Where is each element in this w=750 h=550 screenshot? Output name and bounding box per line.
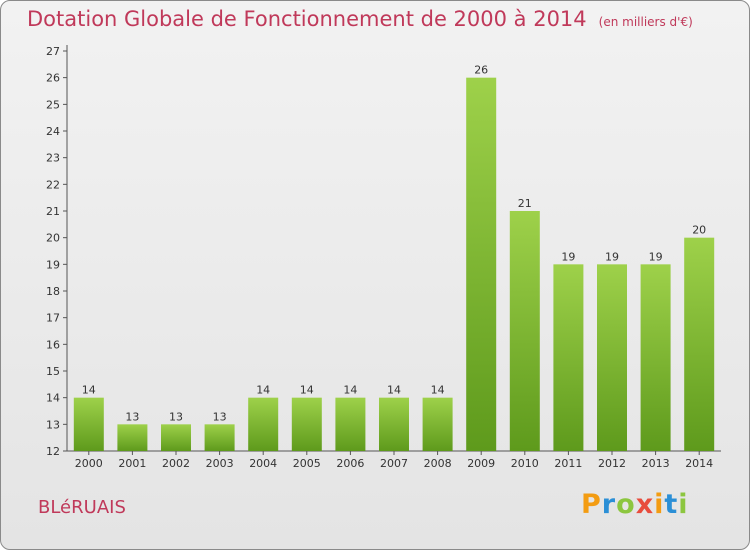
y-tick-label: 15 bbox=[46, 365, 60, 378]
data-label: 19 bbox=[649, 250, 663, 263]
data-label: 14 bbox=[387, 384, 401, 397]
data-label: 19 bbox=[605, 250, 619, 263]
bar bbox=[161, 424, 191, 451]
chart-title-text: Dotation Globale de Fonctionnement de 20… bbox=[27, 7, 587, 31]
bar bbox=[248, 397, 279, 451]
x-tick-label: 2002 bbox=[162, 457, 190, 470]
x-tick-label: 2008 bbox=[424, 457, 452, 470]
bar bbox=[597, 264, 627, 451]
bar bbox=[204, 424, 235, 451]
x-tick-label: 2004 bbox=[249, 457, 277, 470]
bar bbox=[291, 397, 322, 451]
y-tick-label: 24 bbox=[46, 125, 60, 138]
data-label: 14 bbox=[300, 384, 314, 397]
y-tick-label: 13 bbox=[46, 418, 60, 431]
data-label: 19 bbox=[561, 250, 575, 263]
bar bbox=[684, 237, 715, 451]
chart-unit-label: (en milliers d'€) bbox=[598, 15, 693, 29]
data-label: 14 bbox=[431, 384, 445, 397]
y-tick-label: 26 bbox=[46, 72, 60, 85]
logo-letter: r bbox=[601, 489, 617, 520]
y-tick-label: 20 bbox=[46, 232, 60, 245]
y-tick-label: 17 bbox=[46, 312, 60, 325]
bar bbox=[640, 264, 671, 451]
data-label: 14 bbox=[343, 384, 357, 397]
logo-letter: P bbox=[581, 489, 602, 520]
data-label: 14 bbox=[256, 384, 270, 397]
data-label: 13 bbox=[213, 410, 227, 423]
logo-letter: t bbox=[664, 489, 679, 520]
bar bbox=[379, 397, 409, 451]
y-tick-label: 14 bbox=[46, 392, 60, 405]
data-label: 21 bbox=[518, 197, 532, 210]
x-tick-label: 2003 bbox=[206, 457, 234, 470]
y-tick-label: 25 bbox=[46, 98, 60, 111]
y-tick-label: 27 bbox=[46, 45, 60, 58]
logo-letter: i bbox=[654, 489, 665, 520]
x-tick-label: 2012 bbox=[598, 457, 626, 470]
x-tick-label: 2010 bbox=[511, 457, 539, 470]
y-tick-label: 12 bbox=[46, 445, 60, 458]
y-tick-label: 19 bbox=[46, 258, 60, 271]
logo-letter: i bbox=[678, 489, 689, 520]
chart-axes: 12 13 14 15 16 17 18 19 20 21 22 23 24 25 26 27 bbox=[46, 45, 721, 458]
x-tick-label: 2000 bbox=[75, 457, 103, 470]
logo-letter: o bbox=[616, 489, 636, 520]
y-tick-label: 22 bbox=[46, 178, 60, 191]
bar bbox=[509, 211, 540, 451]
bar bbox=[117, 424, 148, 451]
data-label: 13 bbox=[125, 410, 139, 423]
y-tick-label: 23 bbox=[46, 152, 60, 165]
x-tick-label: 2013 bbox=[642, 457, 670, 470]
x-tick-label: 2011 bbox=[554, 457, 582, 470]
x-tick-label: 2001 bbox=[118, 457, 146, 470]
bar bbox=[335, 397, 366, 451]
bar bbox=[422, 397, 453, 451]
y-tick-label: 21 bbox=[46, 205, 60, 218]
bar bbox=[553, 264, 584, 451]
chart-bars bbox=[73, 77, 715, 452]
commune-name: BLéRUAIS bbox=[38, 497, 126, 518]
x-tick-label: 2006 bbox=[336, 457, 364, 470]
x-tick-label: 2005 bbox=[293, 457, 321, 470]
logo-letter: x bbox=[635, 489, 655, 520]
chart-title: Dotation Globale de Fonctionnement de 20… bbox=[27, 7, 693, 31]
proxiti-logo[interactable]: Proxiti bbox=[581, 489, 689, 520]
x-tick-label: 2007 bbox=[380, 457, 408, 470]
y-tick-label: 16 bbox=[46, 338, 60, 351]
x-tick-label: 2009 bbox=[467, 457, 495, 470]
y-tick-label: 18 bbox=[46, 285, 60, 298]
x-tick-label: 2014 bbox=[685, 457, 713, 470]
data-label: 20 bbox=[692, 224, 706, 237]
data-label: 14 bbox=[82, 384, 96, 397]
bar bbox=[73, 397, 104, 451]
bar bbox=[466, 77, 497, 452]
chart-labels: 2000 14 2001 13 2002 13 2003 13 2004 14 2005 14 2006… bbox=[75, 64, 713, 470]
data-label: 13 bbox=[169, 410, 183, 423]
data-label: 26 bbox=[474, 64, 488, 77]
